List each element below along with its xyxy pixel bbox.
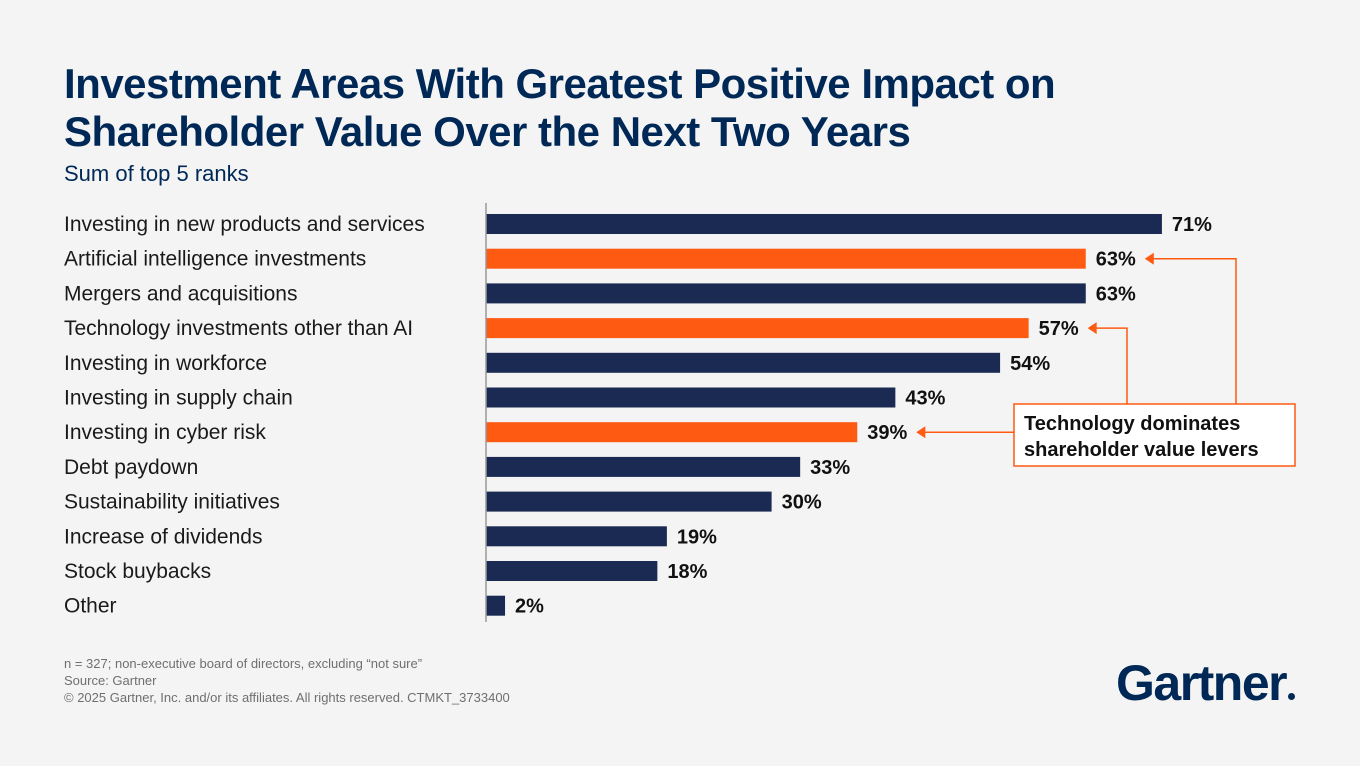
- annotation-connector: [1152, 257, 1237, 404]
- bar: [486, 248, 1086, 269]
- annotation-box: [1013, 403, 1296, 467]
- category-label: Stock buybacks: [64, 560, 211, 583]
- footnotes: n = 327; non-executive board of director…: [64, 655, 510, 706]
- value-label: 2%: [515, 596, 544, 618]
- bar: [486, 318, 1029, 339]
- chart-title: Investment Areas With Greatest Positive …: [64, 60, 1056, 155]
- bar: [486, 561, 658, 581]
- chart-subtitle: Sum of top 5 ranks: [64, 161, 249, 186]
- annotation-arrowhead: [1087, 322, 1097, 335]
- value-label: 57%: [1039, 318, 1079, 340]
- value-label: 33%: [810, 457, 850, 479]
- value-label: 54%: [1010, 353, 1050, 375]
- copyright-note: © 2025 Gartner, Inc. and/or its affiliat…: [64, 690, 510, 705]
- source-note: Source: Gartner: [64, 673, 157, 688]
- value-label: 19%: [677, 526, 717, 548]
- category-label: Debt paydown: [64, 456, 198, 479]
- annotation-arrowhead: [1144, 252, 1154, 265]
- annotation-arrowhead: [916, 426, 926, 439]
- category-label: Sustainability initiatives: [64, 491, 280, 514]
- bar: [486, 595, 506, 616]
- category-label: Artificial intelligence investments: [64, 248, 366, 271]
- annotation-connector: [1095, 327, 1128, 404]
- category-label: Technology investments other than AI: [64, 317, 413, 340]
- value-label: 30%: [782, 492, 822, 514]
- logo-text: Gartner: [1116, 655, 1288, 711]
- category-label: Other: [64, 595, 117, 618]
- value-label: 71%: [1172, 214, 1212, 236]
- annotation-text: Technology dominates: [1024, 413, 1240, 435]
- logo-dot-icon: [1288, 693, 1296, 700]
- category-label: Mergers and acquisitions: [64, 282, 297, 305]
- value-label: 39%: [867, 422, 907, 444]
- bar: [486, 422, 858, 443]
- category-label: Investing in new products and services: [64, 213, 425, 236]
- gartner-logo: Gartner: [1116, 655, 1296, 711]
- bar: [486, 491, 772, 512]
- category-label: Investing in cyber risk: [64, 421, 266, 444]
- value-label: 18%: [667, 561, 707, 583]
- bar: [486, 387, 896, 408]
- bar: [486, 214, 1162, 234]
- bar: [486, 352, 1001, 373]
- bar: [486, 526, 667, 547]
- category-label: Investing in workforce: [64, 352, 267, 375]
- value-label: 63%: [1096, 249, 1136, 271]
- bar: [486, 283, 1086, 304]
- annotation-text: shareholder value levers: [1024, 439, 1259, 461]
- category-label: Increase of dividends: [64, 525, 262, 548]
- bar: [486, 456, 801, 477]
- value-label: 63%: [1096, 283, 1136, 305]
- category-label: Investing in supply chain: [64, 387, 293, 410]
- sample-note: n = 327; non-executive board of director…: [64, 656, 423, 671]
- value-label: 43%: [905, 388, 945, 410]
